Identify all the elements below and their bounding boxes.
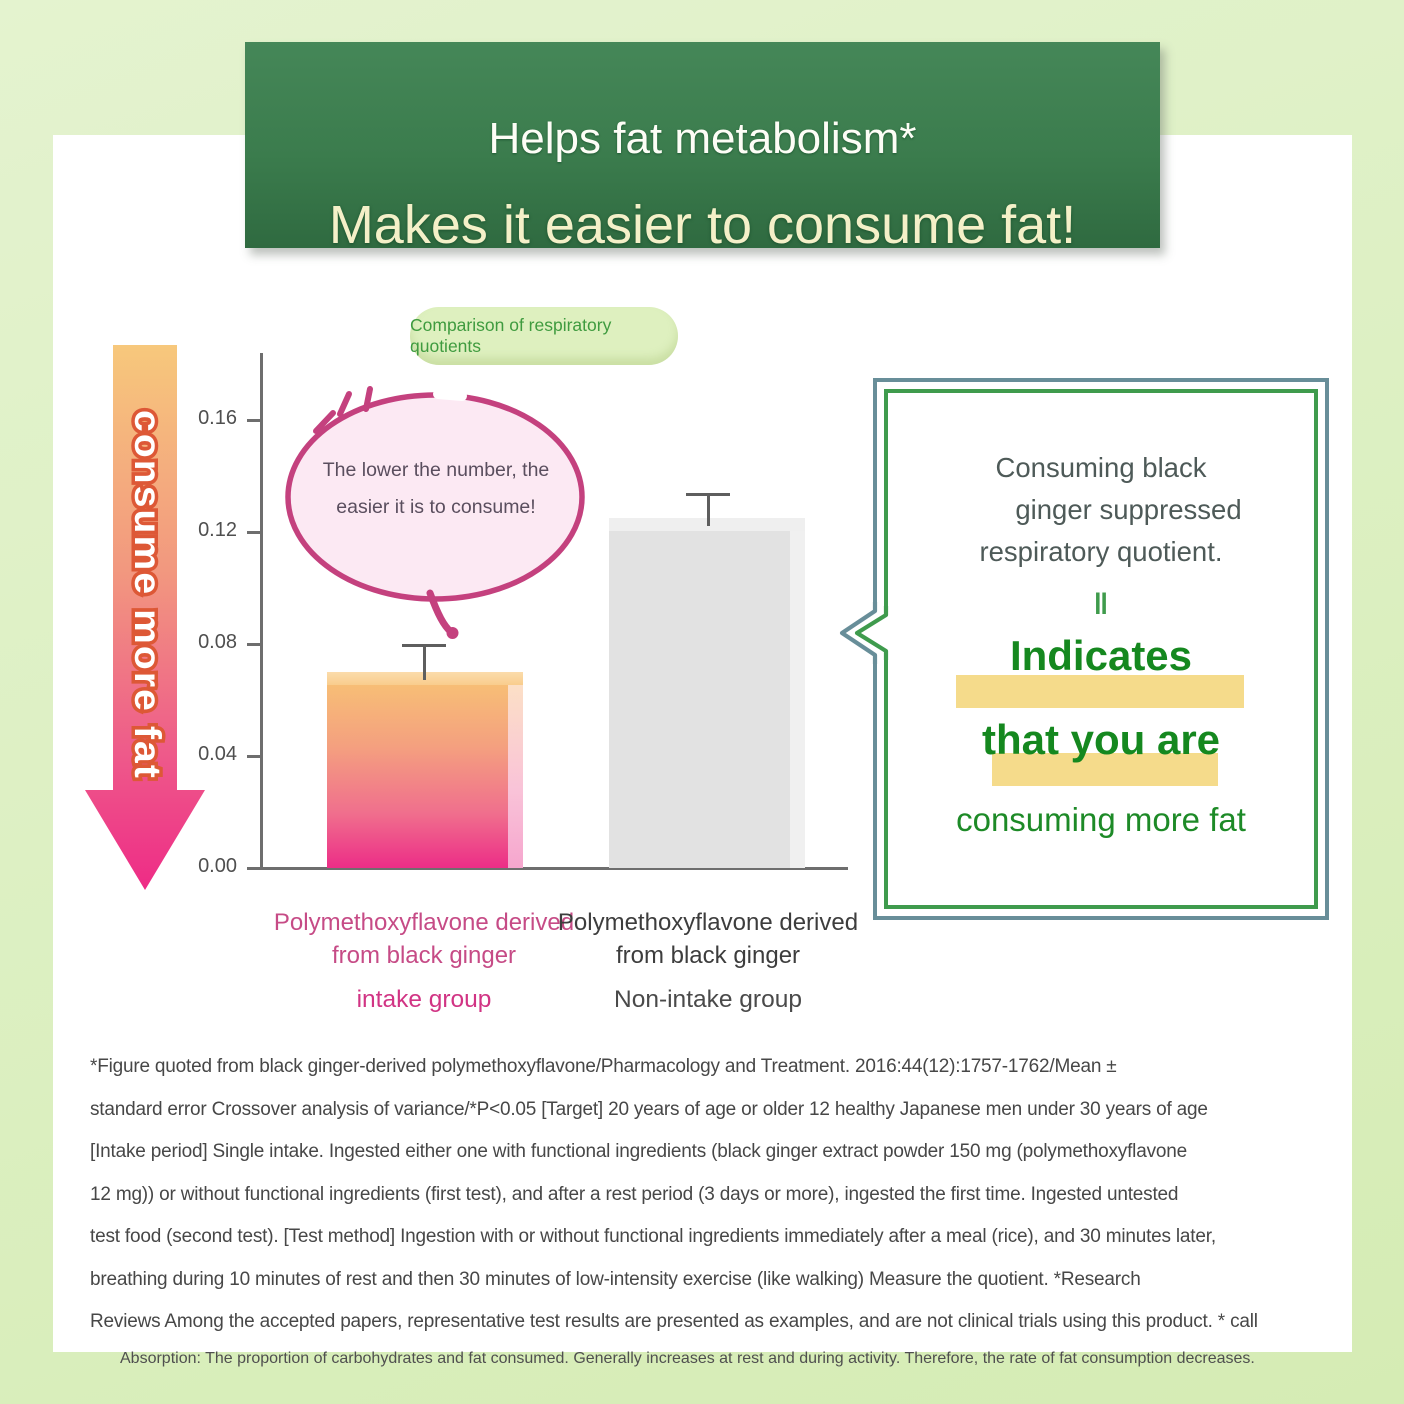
callout-pointer-icon bbox=[839, 602, 892, 664]
x-label-intake: Polymethoxyflavone derived from black gi… bbox=[234, 906, 614, 1016]
x-label-non-intake: Polymethoxyflavone derived from black gi… bbox=[518, 906, 898, 1016]
y-tick-mark bbox=[247, 531, 261, 534]
chart-title-badge: Comparison of respiratory quotients bbox=[410, 307, 678, 365]
y-tick-mark bbox=[247, 755, 261, 758]
x-label-non-intake-group: Non-intake group bbox=[614, 986, 802, 1013]
callout-line3: respiratory quotient. bbox=[979, 536, 1223, 567]
banner-title: Helps fat metabolism* bbox=[488, 114, 917, 163]
arrow-label: consume more fat bbox=[127, 410, 168, 780]
bar-intake-group bbox=[327, 672, 523, 868]
callout-line1: Consuming black bbox=[995, 452, 1207, 483]
y-tick-label: 0.16 bbox=[198, 407, 237, 429]
highlight-bar bbox=[956, 675, 1244, 708]
y-tick-mark bbox=[247, 419, 261, 422]
y-tick-mark bbox=[247, 867, 261, 870]
header-banner: Helps fat metabolism* Makes it easier to… bbox=[245, 42, 1160, 255]
bar-non-intake-group bbox=[609, 518, 805, 868]
x-axis bbox=[260, 867, 848, 870]
callout-box: Consuming black ginger suppressed respir… bbox=[873, 378, 1329, 920]
y-tick-label: 0.00 bbox=[198, 855, 237, 877]
equals-mark: ‖ bbox=[1093, 588, 1109, 621]
banner-subtitle: Makes it easier to consume fat! bbox=[328, 195, 1077, 255]
y-tick-label: 0.08 bbox=[198, 631, 237, 653]
y-axis bbox=[260, 353, 263, 870]
error-bar-non-intake bbox=[686, 493, 730, 526]
bubble-text: The lower the number, the easier it is t… bbox=[322, 459, 550, 518]
footnote: *Figure quoted from black ginger-derived… bbox=[90, 1046, 1330, 1374]
callout-big1: Indicates bbox=[1009, 632, 1193, 679]
y-tick-label: 0.12 bbox=[198, 519, 237, 541]
y-tick-label: 0.04 bbox=[198, 743, 237, 765]
down-arrow-icon: consume more fat bbox=[85, 345, 205, 890]
speech-bubble-icon bbox=[285, 386, 585, 639]
callout-big2: that you are bbox=[981, 716, 1221, 763]
footnote-absorption-note: Absorption: The proportion of carbohydra… bbox=[120, 1349, 1255, 1367]
callout-line2: ginger suppressed bbox=[1015, 494, 1242, 525]
callout-big3: consuming more fat bbox=[956, 801, 1246, 838]
y-tick-mark bbox=[247, 643, 261, 646]
callout-box-inner-border bbox=[884, 389, 1318, 909]
error-bar-intake bbox=[402, 644, 446, 680]
x-label-intake-group: intake group bbox=[356, 986, 492, 1013]
highlight-bar bbox=[992, 753, 1218, 786]
